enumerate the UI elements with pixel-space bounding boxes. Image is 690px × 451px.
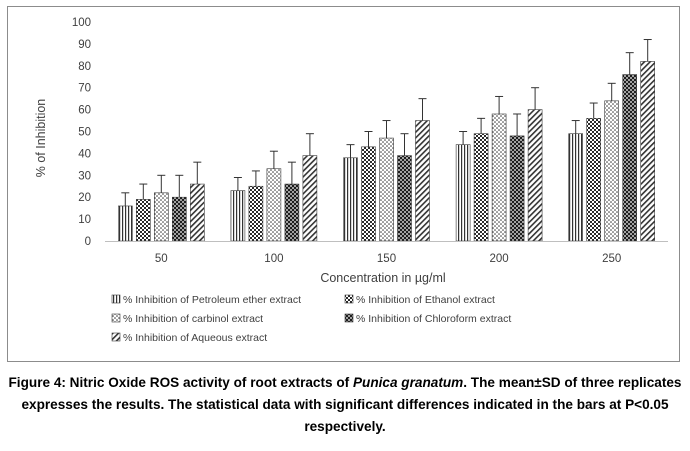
- bar-dark-dots-150: [397, 155, 412, 242]
- chart-frame: % of Inhibition 0 10 20 30 40 50 60 70 80 90 100 5…: [7, 6, 680, 362]
- bar-checker-50: [136, 199, 151, 242]
- bar-series-group: [118, 61, 656, 242]
- y-tick-label: 80: [78, 61, 91, 73]
- bar-vertical-lines-100: [230, 190, 246, 242]
- x-tick-label: 150: [377, 253, 396, 265]
- bar-checker-100: [248, 185, 264, 242]
- bar-dark-dots-100: [284, 183, 300, 242]
- bar-vertical-lines-150: [343, 157, 358, 242]
- bar-diagonal-250: [640, 61, 656, 242]
- bar-vertical-lines-50: [118, 205, 133, 242]
- bar-checker-200: [473, 133, 489, 242]
- bar-checker-150: [361, 146, 376, 242]
- bar-dots-150: [379, 137, 394, 242]
- bar-vertical-lines-250: [568, 133, 584, 242]
- bar-dots-200: [491, 113, 507, 242]
- y-tick-label: 100: [72, 17, 91, 29]
- x-axis-tick-labels: 50 100 150 200 250: [155, 253, 621, 265]
- legend-label: % Inhibition of Ethanol extract: [356, 294, 495, 306]
- y-tick-label: 60: [78, 105, 91, 117]
- y-tick-label: 70: [78, 83, 91, 95]
- y-tick-label: 50: [78, 127, 91, 139]
- y-axis-tick-labels: 0 10 20 30 40 50 60 70 80 90 100: [72, 17, 91, 248]
- legend-label: % Inhibition of Chloroform extract: [356, 313, 511, 325]
- y-tick-label: 20: [78, 192, 91, 204]
- y-axis-title: % of Inhibition: [34, 99, 48, 178]
- legend-swatch-vertical-lines: [111, 294, 121, 304]
- legend-swatch-dark-dots: [344, 313, 354, 323]
- y-tick-label: 30: [78, 170, 91, 182]
- bar-diagonal-50: [190, 183, 205, 242]
- legend-swatch-dots: [111, 313, 121, 323]
- x-tick-label: 100: [264, 253, 283, 265]
- y-tick-label: 40: [78, 148, 91, 160]
- bar-diagonal-100: [302, 155, 318, 242]
- x-axis-title: Concentration in µg/ml: [320, 271, 445, 285]
- bar-diagonal-150: [415, 120, 430, 242]
- figure-caption: Figure 4: Nitric Oxide ROS activity of r…: [0, 372, 690, 438]
- nitric-oxide-inhibition-chart: % of Inhibition 0 10 20 30 40 50 60 70 80 90 100 5…: [34, 17, 668, 344]
- bar-dark-dots-250: [622, 74, 638, 242]
- bar-checker-250: [586, 118, 602, 242]
- error-bar-group: [121, 39, 652, 206]
- legend-label: % Inhibition of Petroleum ether extract: [123, 294, 301, 306]
- y-tick-label: 10: [78, 214, 91, 226]
- bar-dots-100: [266, 168, 282, 242]
- y-tick-label: 90: [78, 39, 91, 51]
- x-tick-label: 50: [155, 253, 168, 265]
- bar-diagonal-200: [527, 109, 543, 242]
- legend-swatch-diagonal: [111, 332, 121, 342]
- legend-label: % Inhibition of Aqueous extract: [123, 332, 267, 344]
- x-tick-label: 200: [490, 253, 509, 265]
- caption-species: Punica granatum: [352, 375, 464, 390]
- bar-vertical-lines-200: [455, 144, 471, 242]
- y-tick-label: 0: [85, 236, 91, 248]
- bar-dark-dots-200: [509, 135, 525, 242]
- legend-label: % Inhibition of carbinol extract: [123, 313, 263, 325]
- legend: % Inhibition of Petroleum ether extract%…: [111, 294, 511, 344]
- x-tick-label: 250: [602, 253, 621, 265]
- caption-prefix: Figure 4: Nitric Oxide ROS activity of r…: [8, 375, 353, 390]
- bar-dark-dots-50: [172, 196, 187, 242]
- bar-dots-250: [604, 100, 620, 242]
- caption-suffix: . The mean±SD of three replicates expres…: [21, 375, 682, 434]
- legend-swatch-checker: [344, 294, 354, 304]
- bar-dots-50: [154, 192, 169, 242]
